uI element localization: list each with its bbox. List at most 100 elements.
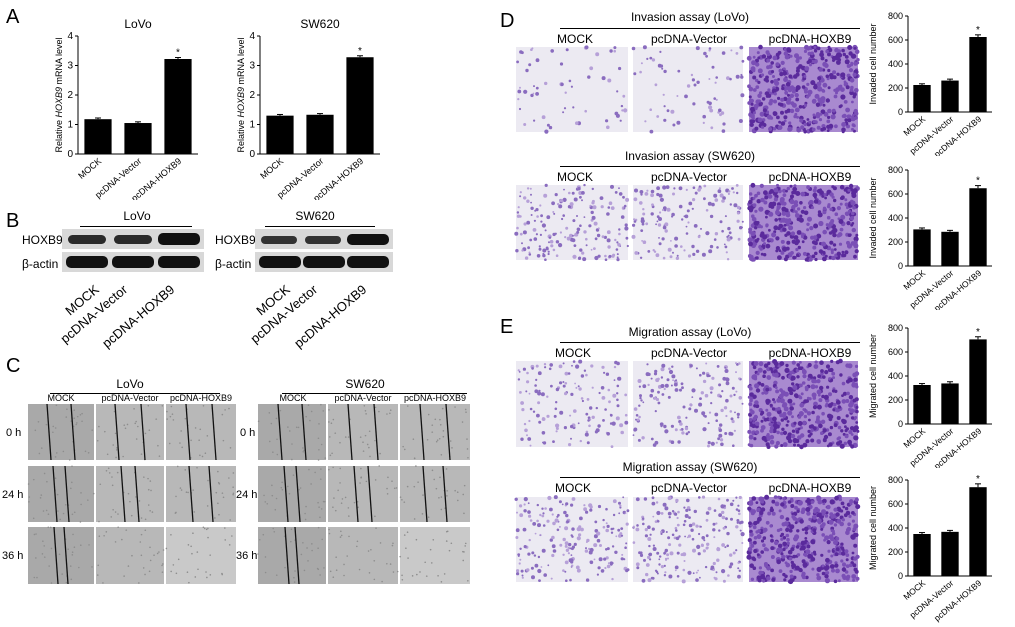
- scratch-edge: [442, 465, 448, 523]
- stained-cell: [527, 246, 530, 250]
- cell-speck: [192, 532, 194, 535]
- stained-cell: [717, 189, 722, 194]
- stained-cell: [596, 531, 601, 536]
- band: [261, 236, 297, 244]
- stained-cell: [662, 502, 667, 507]
- stained-cell: [538, 389, 541, 393]
- stained-cell: [662, 256, 666, 260]
- stained-cell: [705, 518, 709, 522]
- stained-cell: [770, 538, 774, 543]
- stained-cell: [539, 513, 542, 517]
- cell-speck: [329, 436, 331, 438]
- stained-cell: [852, 563, 857, 568]
- stained-cell: [736, 519, 740, 522]
- cell-speck: [175, 495, 177, 498]
- stained-cell: [802, 251, 807, 256]
- stained-cell: [814, 360, 818, 364]
- stained-cell: [584, 45, 589, 50]
- cell-speck: [114, 541, 117, 543]
- stained-cell: [549, 363, 553, 367]
- stained-cell: [847, 188, 851, 192]
- band: [347, 234, 389, 245]
- stained-cell: [544, 229, 547, 232]
- stained-cell: [542, 248, 547, 253]
- stained-cell: [846, 221, 851, 226]
- stained-cell: [793, 443, 796, 447]
- transwell-image-grid: [514, 44, 861, 585]
- stained-cell: [716, 558, 720, 562]
- stained-cell: [822, 375, 826, 379]
- stained-cell: [678, 186, 683, 191]
- cell-speck: [103, 534, 105, 537]
- cell-speck: [156, 552, 159, 555]
- stained-cell: [709, 214, 714, 219]
- stained-cell: [791, 86, 796, 91]
- stained-cell: [717, 497, 721, 501]
- stained-cell: [799, 201, 803, 205]
- band: [303, 256, 345, 268]
- stained-cell: [540, 566, 543, 568]
- stained-cell: [651, 203, 654, 207]
- cell-speck: [264, 501, 267, 503]
- stained-cell: [818, 398, 823, 403]
- stained-cell: [765, 215, 768, 219]
- cell-speck: [149, 546, 151, 549]
- stained-cell: [624, 226, 629, 231]
- stained-cell: [534, 563, 539, 568]
- stained-cell: [758, 566, 762, 570]
- stained-cell: [662, 93, 665, 96]
- stained-cell: [581, 399, 584, 403]
- scratch-edge: [211, 403, 217, 461]
- stained-cell: [765, 408, 769, 412]
- stained-cell: [650, 193, 654, 198]
- stained-cell: [660, 530, 663, 534]
- stained-cell: [811, 127, 816, 132]
- stained-cell: [666, 207, 671, 212]
- cell-speck: [348, 515, 350, 517]
- cell-speck: [32, 478, 35, 481]
- stained-cell: [776, 183, 779, 187]
- stained-cell: [620, 527, 624, 530]
- stained-cell: [739, 521, 742, 524]
- cell-speck: [456, 499, 459, 502]
- stained-cell: [788, 556, 793, 561]
- stained-cell: [840, 559, 844, 563]
- stained-cell: [838, 497, 842, 502]
- stained-cell: [760, 383, 765, 387]
- stained-cell: [806, 541, 810, 545]
- stained-cell: [534, 389, 539, 394]
- cell-speck: [298, 488, 300, 491]
- cell-speck: [466, 448, 469, 450]
- scratch-edge: [46, 403, 52, 461]
- stained-cell: [788, 528, 793, 533]
- stained-cell: [589, 547, 594, 553]
- cell-speck: [445, 540, 448, 542]
- stained-cell: [848, 183, 854, 189]
- stained-cell: [535, 364, 539, 368]
- stained-cell: [781, 86, 785, 91]
- bar: [941, 80, 959, 112]
- cell-speck: [364, 434, 367, 437]
- stained-cell: [771, 511, 776, 516]
- stained-cell: [673, 187, 676, 190]
- stained-cell: [624, 413, 628, 417]
- stained-cell: [747, 101, 752, 105]
- stained-cell: [645, 563, 650, 567]
- scratch-edge: [188, 465, 194, 523]
- stained-cell: [567, 552, 570, 555]
- stained-cell: [732, 551, 736, 555]
- stained-cell: [842, 505, 846, 509]
- stained-cell: [642, 240, 647, 244]
- stained-cell: [796, 375, 800, 379]
- stained-cell: [597, 227, 600, 230]
- stained-cell: [802, 420, 807, 426]
- stained-cell: [565, 513, 569, 518]
- stained-cell: [764, 195, 769, 200]
- stained-cell: [573, 197, 578, 202]
- stained-cell: [702, 114, 706, 119]
- band: [66, 256, 108, 268]
- stained-cell: [531, 575, 535, 580]
- stained-cell: [825, 364, 831, 369]
- stained-cell: [729, 203, 732, 206]
- stained-cell: [679, 388, 682, 392]
